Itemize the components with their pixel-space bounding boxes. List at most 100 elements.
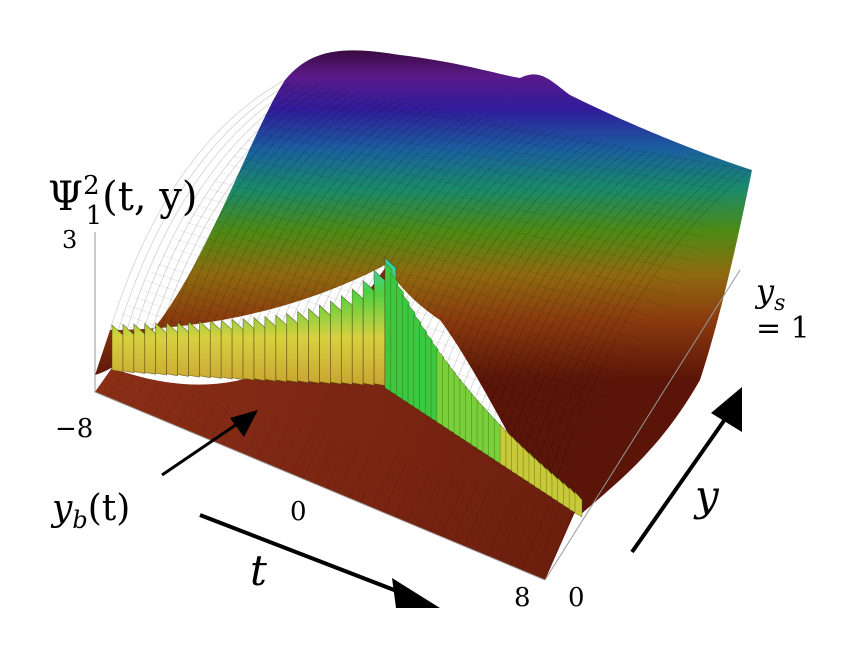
ridge-surface [95, 50, 752, 516]
wall-segment [166, 321, 179, 377]
x-tick-label-min: −8 [55, 414, 93, 444]
wall-segment [188, 320, 200, 378]
floor-mesh-line [544, 512, 573, 581]
floor-mesh-line [256, 419, 278, 460]
mesh-line [489, 157, 688, 478]
wall-segment [144, 322, 157, 375]
wall-segment [308, 307, 320, 384]
floor-mesh-line [533, 509, 561, 576]
floor-mesh-line [406, 468, 431, 523]
surface-body [94, 50, 752, 581]
mesh-line [549, 169, 751, 501]
floor-mesh-line [163, 390, 184, 422]
wall-segment [401, 293, 410, 404]
yb-arrowhead [230, 410, 258, 437]
mesh-line [475, 154, 672, 472]
mesh-line [256, 122, 723, 216]
mesh-line [519, 163, 719, 489]
mesh-line [215, 180, 675, 296]
ys-value: = 1 [756, 311, 810, 346]
x-tick-label-max: 8 [514, 583, 531, 613]
mesh-line [206, 99, 388, 368]
wall-segment [574, 491, 583, 518]
wall-segment [209, 319, 222, 379]
boundary-wall [111, 257, 583, 518]
mesh-line [534, 166, 735, 495]
floor-mesh-line [498, 498, 526, 561]
floor-mesh-line [521, 505, 549, 571]
z-tick-label: 3 [62, 226, 77, 254]
floor-mesh [94, 367, 573, 581]
floor-mesh-line [267, 423, 290, 465]
t-arrowhead [392, 578, 440, 608]
wall-segment [413, 313, 422, 412]
wall-segment [351, 287, 364, 386]
mesh-line [186, 222, 640, 353]
floor-mesh-line [394, 464, 419, 518]
floor-mesh-line [175, 393, 195, 426]
mesh-line [221, 172, 682, 285]
wall-segment [390, 272, 399, 397]
annotation-arrows [161, 387, 742, 608]
mesh-line [262, 114, 730, 205]
mesh-line [238, 147, 702, 250]
yb-curve-label: yb(t) [50, 488, 130, 534]
y-axis-label: y [693, 471, 720, 520]
mesh-line [497, 159, 696, 480]
floor-mesh-line [371, 457, 396, 508]
wall-segment [442, 356, 450, 431]
mesh-line [154, 88, 333, 348]
wall-segment [340, 294, 353, 386]
wall-segment [275, 314, 288, 383]
floor-mesh-line [452, 483, 478, 542]
wall-segment [220, 319, 233, 380]
floor-mesh-line [198, 401, 219, 436]
floor-mesh-line [325, 442, 349, 489]
floor-mesh-line [383, 460, 408, 513]
wall-segment [407, 303, 416, 408]
mesh-line [233, 155, 695, 262]
floor-mesh-line [337, 445, 360, 494]
mesh-line [527, 165, 727, 492]
floor-mesh-line [440, 479, 467, 537]
mesh-line [176, 93, 357, 357]
wall-segment [319, 304, 331, 385]
wall-segment [448, 364, 456, 435]
mesh-line [227, 164, 688, 273]
wall-segment [430, 340, 439, 423]
mesh-line [279, 89, 751, 171]
floor-mesh-line [210, 405, 231, 441]
mesh-line [221, 102, 404, 374]
mesh-line [209, 189, 668, 307]
t-direction-arrow [199, 513, 421, 602]
yb-pointer-arrow [161, 418, 244, 477]
mesh-line [214, 101, 396, 371]
mesh-line [542, 168, 743, 498]
wall-segment [297, 310, 310, 384]
wall-segment [231, 318, 244, 381]
floor-mesh-line [348, 449, 372, 499]
y-direction-arrow [630, 403, 737, 554]
floor-mesh-line [94, 367, 113, 393]
wall-segment [155, 322, 168, 376]
t-axis-label: t [250, 546, 267, 595]
floor-mesh-line [106, 371, 125, 397]
mesh-line [191, 96, 372, 362]
floor-mesh-line [302, 434, 325, 479]
floor-mesh-line [510, 501, 537, 566]
floor-mesh-line [129, 378, 148, 407]
mesh-line [146, 87, 325, 345]
wall-segment [198, 320, 211, 379]
t-axis-line [94, 391, 546, 581]
wall-segment [177, 321, 189, 377]
mesh-line [180, 230, 633, 364]
mesh-line [184, 94, 365, 359]
floor-mesh-line [417, 471, 443, 528]
mesh-line [139, 85, 317, 342]
wall-segment [425, 331, 433, 420]
mesh-line [117, 81, 294, 333]
wall-segment [242, 317, 255, 381]
floor-mesh-line [140, 382, 160, 412]
floor-mesh-line [487, 494, 514, 557]
